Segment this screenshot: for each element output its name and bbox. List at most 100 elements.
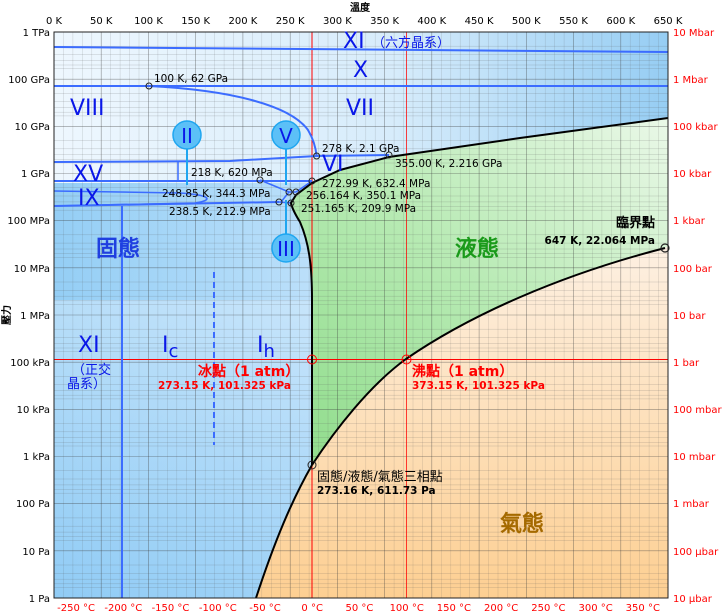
liquid-label: 液態 xyxy=(455,236,499,262)
viii-vii-boundary xyxy=(148,85,318,157)
svg-text:10 mbar: 10 mbar xyxy=(673,452,716,463)
solid-region-shade xyxy=(54,300,314,598)
phase-v-label: V xyxy=(279,124,293,148)
melting-curve xyxy=(289,117,669,465)
phase-xi-hex-label: XI xyxy=(343,29,365,54)
svg-text:150 °C: 150 °C xyxy=(437,603,471,612)
phase-marker-stems xyxy=(186,148,287,235)
point-355k-2.216gpa xyxy=(385,151,393,159)
svg-text:1 GPa: 1 GPa xyxy=(21,169,50,180)
point-238.5k xyxy=(275,198,283,206)
point-218k-620mpa xyxy=(256,176,264,184)
svg-text:300 °C: 300 °C xyxy=(578,603,612,612)
svg-text:100 GPa: 100 GPa xyxy=(8,75,50,86)
svg-text:1 kbar: 1 kbar xyxy=(673,216,706,227)
phase-iii-label: III xyxy=(277,237,295,261)
minor-grid xyxy=(63,32,659,598)
svg-text:50 °C: 50 °C xyxy=(345,603,373,612)
ii-iii-boundary xyxy=(280,191,290,203)
freezing-point-value: 273.15 K, 101.325 kPa xyxy=(158,380,291,392)
svg-text:100 K, 62 GPa: 100 K, 62 GPa xyxy=(154,73,228,85)
svg-text:250 K: 250 K xyxy=(276,16,305,27)
left-axis-title: 壓力 xyxy=(0,305,13,325)
critical-point-marker xyxy=(660,243,670,253)
svg-text:50 K: 50 K xyxy=(90,16,113,27)
ice-phase-labels: XI （六方晶系） X VII VIII II V VI XV IX III X… xyxy=(67,29,450,392)
boiling-point-value: 373.15 K, 101.325 kPa xyxy=(412,380,545,392)
svg-text:200 K: 200 K xyxy=(228,16,257,27)
high-pressure-ice-region xyxy=(54,32,668,183)
svg-text:600 K: 600 K xyxy=(606,16,635,27)
svg-text:251.165 K, 209.9 MPa: 251.165 K, 209.9 MPa xyxy=(301,203,416,215)
critical-point-title: 臨界點 xyxy=(616,215,655,231)
main-phase-boundaries xyxy=(255,117,669,599)
svg-text:100 K: 100 K xyxy=(134,16,163,27)
svg-text:100 µbar: 100 µbar xyxy=(673,547,719,558)
critical-point-value: 647 K, 22.064 MPa xyxy=(545,235,655,247)
svg-text:500 K: 500 K xyxy=(512,16,541,27)
ice-phase-boundaries xyxy=(53,46,669,598)
phase-vii-label: VII xyxy=(346,96,374,121)
triple-point-marker xyxy=(307,460,317,470)
phase-xi-orth-note-1: （正交 xyxy=(72,362,111,378)
reference-point-markers xyxy=(307,354,412,365)
phase-xi-orth-label: XI xyxy=(78,333,100,358)
svg-text:-250 °C: -250 °C xyxy=(57,603,95,612)
svg-text:10 Pa: 10 Pa xyxy=(22,547,50,558)
svg-text:550 K: 550 K xyxy=(559,16,588,27)
phase-xv-label: XV xyxy=(73,162,103,187)
point-248.85k xyxy=(285,188,293,196)
phase-circle-markers xyxy=(172,120,301,263)
point-100k-62gpa xyxy=(145,82,153,90)
svg-text:200 °C: 200 °C xyxy=(484,603,518,612)
svg-text:10 MPa: 10 MPa xyxy=(14,264,50,275)
freezing-point-marker xyxy=(307,354,317,365)
svg-text:355.00 K, 2.216 GPa: 355.00 K, 2.216 GPa xyxy=(395,158,502,170)
point-annotations: 100 K, 62 GPa 278 K, 2.1 GPa 355.00 K, 2… xyxy=(154,73,502,218)
gas-region xyxy=(256,246,668,598)
svg-text:1 Pa: 1 Pa xyxy=(29,594,50,605)
svg-text:10 GPa: 10 GPa xyxy=(15,122,50,133)
sublimation-curve xyxy=(255,464,313,599)
svg-text:150 K: 150 K xyxy=(181,16,210,27)
phase-ic-label: Ic xyxy=(162,333,178,362)
svg-text:-50 °C: -50 °C xyxy=(249,603,281,612)
solid-label: 固態 xyxy=(96,236,140,262)
svg-text:272.99 K, 632.4 MPa: 272.99 K, 632.4 MPa xyxy=(322,178,430,190)
svg-text:248.85 K, 344.3 MPa: 248.85 K, 344.3 MPa xyxy=(162,188,270,200)
svg-text:-150 °C: -150 °C xyxy=(152,603,190,612)
gas-label: 氣態 xyxy=(500,511,544,537)
svg-text:450 K: 450 K xyxy=(465,16,494,27)
svg-text:238.5 K, 212.9 MPa: 238.5 K, 212.9 MPa xyxy=(169,206,271,218)
freezing-point-title: 冰點（1 atm） xyxy=(198,363,299,380)
svg-text:10 bar: 10 bar xyxy=(673,311,706,322)
svg-text:400 K: 400 K xyxy=(417,16,446,27)
svg-text:100 bar: 100 bar xyxy=(673,264,713,275)
svg-text:0 K: 0 K xyxy=(46,16,63,27)
svg-text:100 Pa: 100 Pa xyxy=(16,499,50,510)
minor-grid-log xyxy=(54,45,668,588)
svg-text:1 kPa: 1 kPa xyxy=(23,452,50,463)
svg-text:-200 °C: -200 °C xyxy=(104,603,142,612)
triple-point-value: 273.16 K, 611.73 Pa xyxy=(317,485,436,497)
special-point-markers xyxy=(145,82,670,470)
svg-text:0 °C: 0 °C xyxy=(301,603,323,612)
phase-ii-label: II xyxy=(181,124,193,148)
svg-text:256.164 K, 350.1 MPa: 256.164 K, 350.1 MPa xyxy=(306,190,421,202)
svg-text:-100 °C: -100 °C xyxy=(199,603,237,612)
phase-x-label: X xyxy=(353,58,368,83)
phase-xi-hex-note: （六方晶系） xyxy=(372,35,450,51)
xi-x-boundary xyxy=(53,46,669,53)
svg-text:1 bar: 1 bar xyxy=(673,358,700,369)
svg-text:100 kbar: 100 kbar xyxy=(673,122,719,133)
point-251.165k xyxy=(287,199,295,207)
iii-lower-boundary xyxy=(53,201,280,207)
phase-viii-label: VIII xyxy=(70,96,105,121)
phase-vi-label: VI xyxy=(322,152,344,177)
right-axis-ticks: 10 Mbar 1 Mbar 100 kbar 10 kbar 1 kbar 1… xyxy=(673,28,722,605)
svg-text:100 MPa: 100 MPa xyxy=(7,216,50,227)
svg-text:218 K, 620 MPa: 218 K, 620 MPa xyxy=(191,167,273,179)
svg-text:250 °C: 250 °C xyxy=(531,603,565,612)
point-278k-2.1gpa xyxy=(313,152,321,160)
